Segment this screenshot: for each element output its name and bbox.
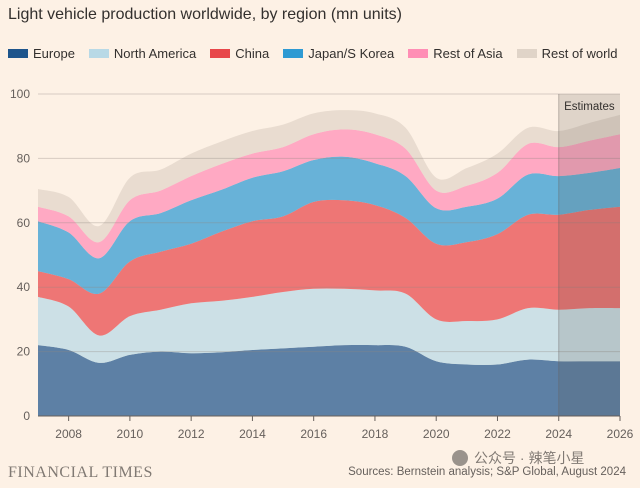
x-tick-label: 2020 (423, 427, 450, 440)
area-series-rest-of-asia (38, 129, 620, 259)
y-tick-label: 100 (10, 87, 30, 101)
legend-swatch (88, 49, 109, 58)
legend-item: Japan/S Korea (283, 46, 394, 61)
ft-logo: FINANCIAL TIMES (8, 464, 153, 481)
y-tick-label: 0 (23, 409, 30, 423)
x-tick-label: 2014 (239, 427, 266, 440)
legend-swatch (516, 49, 537, 58)
y-tick-label: 20 (17, 345, 31, 359)
legend-item: Rest of world (516, 46, 618, 61)
area-series-china (38, 199, 620, 336)
estimates-label: Estimates (564, 101, 615, 113)
wechat-icon (452, 450, 468, 466)
y-tick-label: 80 (17, 151, 31, 165)
area-series-north-america (38, 288, 620, 365)
legend-label: Rest of Asia (433, 46, 503, 61)
legend-swatch (408, 49, 429, 58)
legend-label: Europe (33, 46, 75, 61)
area-series-rest-of-world (38, 110, 620, 243)
x-tick-label: 2010 (117, 427, 144, 440)
x-tick-label: 2022 (484, 427, 511, 440)
x-tick-label: 2026 (607, 427, 634, 440)
area-series-japan-s-korea (38, 156, 620, 295)
legend-label: Rest of world (541, 46, 618, 61)
legend-swatch (210, 49, 231, 58)
watermark-text: 公众号 · 辣笔小星 (474, 450, 585, 466)
legend-item: North America (88, 46, 197, 61)
legend-item: Europe (8, 46, 75, 61)
legend-swatch (8, 49, 28, 58)
legend-item: China (210, 46, 269, 61)
y-tick-label: 40 (17, 280, 31, 294)
x-tick-label: 2018 (362, 427, 389, 440)
legend-label: Japan/S Korea (308, 46, 395, 61)
legend: Europe North America China Japan/S Korea Res… (8, 46, 632, 61)
watermark: 公众号 · 辣笔小星 (452, 448, 584, 468)
x-tick-label: 2024 (545, 427, 572, 440)
legend-label: North America (113, 46, 197, 61)
x-tick-label: 2012 (178, 427, 205, 440)
estimates-region (558, 94, 620, 416)
legend-item: Rest of Asia (408, 46, 503, 61)
y-tick-label: 60 (17, 216, 31, 230)
legend-label: China (235, 46, 270, 61)
x-tick-label: 2016 (300, 427, 327, 440)
x-tick-label: 2008 (55, 427, 82, 440)
area-series-europe (38, 344, 620, 416)
legend-swatch (283, 49, 304, 58)
chart-title: Light vehicle production worldwide, by r… (8, 6, 402, 23)
chart-plot: 0 20 40 60 80 100 Estimates 2008 2010 2012 2014 201… (10, 87, 634, 440)
source-note: Sources: Bernstein analysis; S&P Global,… (348, 466, 626, 478)
